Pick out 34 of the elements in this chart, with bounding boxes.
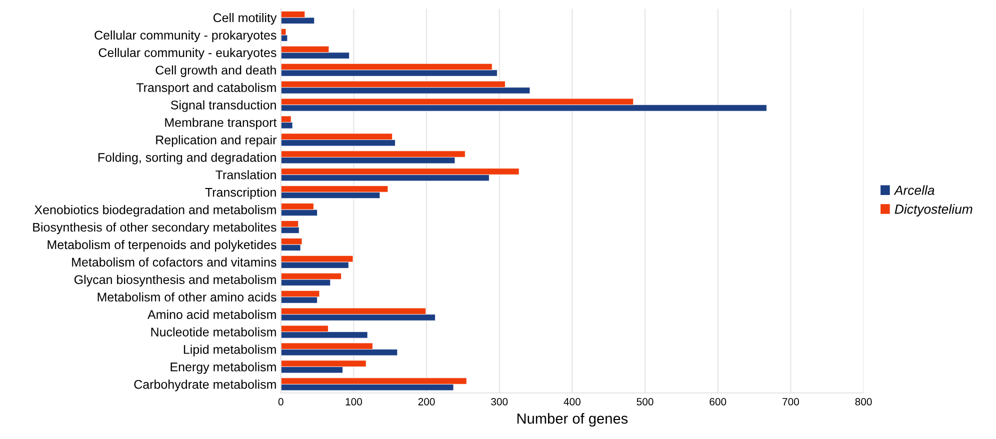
y-tick-label: Metabolism of other amino acids [98, 292, 276, 302]
y-tick-label: Transcription [205, 188, 276, 200]
y-tick-label: Carbohydrate metabolism [134, 380, 276, 392]
legend-label: Arcella [894, 185, 934, 195]
x-tick-label: 100 [346, 398, 362, 406]
y-tick-label: Metabolism of cofactors and vitamins [72, 257, 276, 267]
x-tick-label: 500 [636, 398, 654, 406]
y-tick-label: Nucleotide metabolism [151, 327, 276, 336]
y-tick-label: Signal transduction [170, 100, 276, 112]
x-tick-label: 700 [782, 398, 799, 406]
y-tick-label: Folding, sorting and degradation [98, 152, 276, 164]
y-tick-label: Transport and catabolism [136, 82, 276, 94]
y-tick-label: Biosynthesis of other secondary metabolites [33, 222, 276, 234]
y-tick-label: Cellular community - eukaryotes [98, 48, 276, 60]
x-tick-label: 200 [418, 398, 435, 406]
x-tick-label: 400 [564, 398, 580, 406]
y-tick-label: Glycan biosynthesis and metabolism [74, 274, 276, 287]
legend-label: Dictyostelium [894, 204, 972, 216]
y-tick-label: Cellular community - prokaryotes [94, 30, 276, 42]
y-tick-label: Lipid metabolism [184, 344, 276, 356]
x-tick-label: 600 [710, 398, 726, 406]
y-tick-label: Energy metabolism [170, 362, 276, 374]
y-tick-label: Translation [216, 170, 276, 180]
y-tick-label: Xenobiotics biodegradation and metabolism [34, 205, 276, 217]
y-tick-label: Cell motility [213, 12, 277, 25]
y-tick-label: Amino acid metabolism [148, 310, 276, 319]
y-tick-label: Membrane transport [165, 118, 277, 130]
x-tick-label: 0 [278, 398, 284, 406]
x-tick-label: 300 [491, 398, 508, 406]
x-axis-title: Number of genes [517, 413, 628, 427]
y-tick-label: Cell growth and death [156, 65, 276, 78]
y-tick-label: Metabolism of terpenoids and polyketides [48, 240, 276, 252]
y-tick-label: Replication and repair [156, 135, 277, 147]
x-tick-label: 800 [855, 398, 872, 406]
